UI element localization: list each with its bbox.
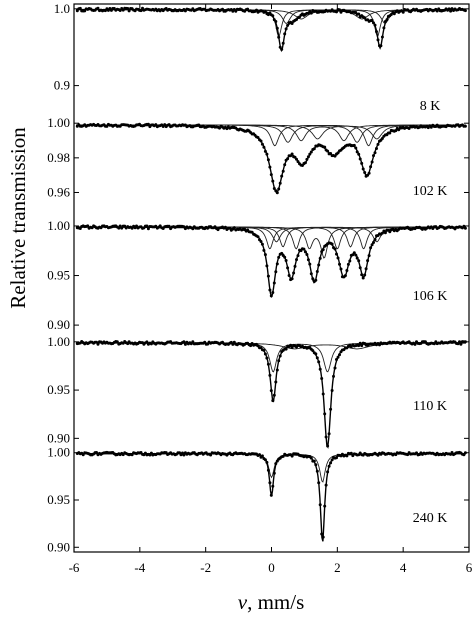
temperature-label: 8 K — [420, 99, 441, 114]
y-tick-label: 0.90 — [47, 317, 70, 332]
y-tick-label: 1.00 — [47, 334, 70, 349]
x-tick-label: 6 — [466, 560, 473, 575]
total-fit-curve — [76, 8, 466, 53]
x-axis-variable: v — [238, 590, 248, 614]
component-curve-0 — [76, 453, 466, 483]
spectrum-panel-1: 1.00 0.98 0.96 102 K — [47, 115, 469, 199]
component-curve-3 — [76, 226, 466, 259]
temperature-label: 106 K — [413, 289, 448, 304]
total-fit-curve — [76, 453, 466, 542]
component-curve-0 — [76, 226, 466, 250]
y-tick-label: 0.98 — [47, 150, 70, 165]
component-curve-1 — [76, 226, 466, 248]
x-axis-title: v, mm/s — [238, 590, 305, 614]
temperature-label: 102 K — [413, 184, 448, 199]
panels-layer: 1.0 0.9 8 K 1.00 0.98 0.96 102 K 1.00 0.95 0.90 10… — [47, 1, 469, 554]
y-tick-label: 0.9 — [54, 78, 70, 93]
temperature-label: 240 K — [413, 511, 448, 526]
spectrum-panel-2: 1.00 0.95 0.90 106 K — [47, 218, 469, 332]
x-tick-label: 2 — [334, 560, 341, 575]
y-tick-label: 1.0 — [54, 1, 70, 16]
y-tick-label: 1.00 — [47, 218, 70, 233]
total-fit-curve — [76, 124, 466, 194]
x-axis: -6 -4 -2 0 2 4 6 — [69, 4, 473, 575]
x-tick-label: 4 — [400, 560, 407, 575]
component-curve-0 — [76, 342, 466, 373]
y-tick-label: 0.96 — [47, 184, 70, 199]
y-tick-label: 0.95 — [47, 382, 70, 397]
y-tick-label: 1.00 — [47, 115, 70, 130]
x-tick-label: -4 — [134, 560, 145, 575]
y-axis-title: Relative transmission — [6, 127, 30, 309]
plot-frame — [73, 3, 470, 553]
y-tick-label: 0.95 — [47, 268, 70, 283]
x-tick-label: -6 — [69, 560, 80, 575]
temperature-label: 110 K — [413, 399, 447, 414]
component-curve-2 — [76, 226, 466, 250]
spectrum-panel-4: 1.00 0.95 0.90 240 K — [47, 445, 469, 554]
x-axis-unit: , mm/s — [247, 590, 304, 614]
total-fit-curve — [76, 226, 466, 299]
y-tick-label: 0.95 — [47, 492, 70, 507]
y-tick-label: 1.00 — [47, 445, 70, 460]
y-tick-label: 0.90 — [47, 430, 70, 445]
spectrum-panel-0: 1.0 0.9 8 K — [54, 1, 469, 114]
total-fit-curve — [76, 342, 466, 449]
x-tick-label: 0 — [268, 560, 275, 575]
x-tick-label: -2 — [200, 560, 211, 575]
spectrum-panel-3: 1.00 0.95 0.90 110 K — [47, 334, 469, 449]
y-tick-label: 0.90 — [47, 539, 70, 554]
